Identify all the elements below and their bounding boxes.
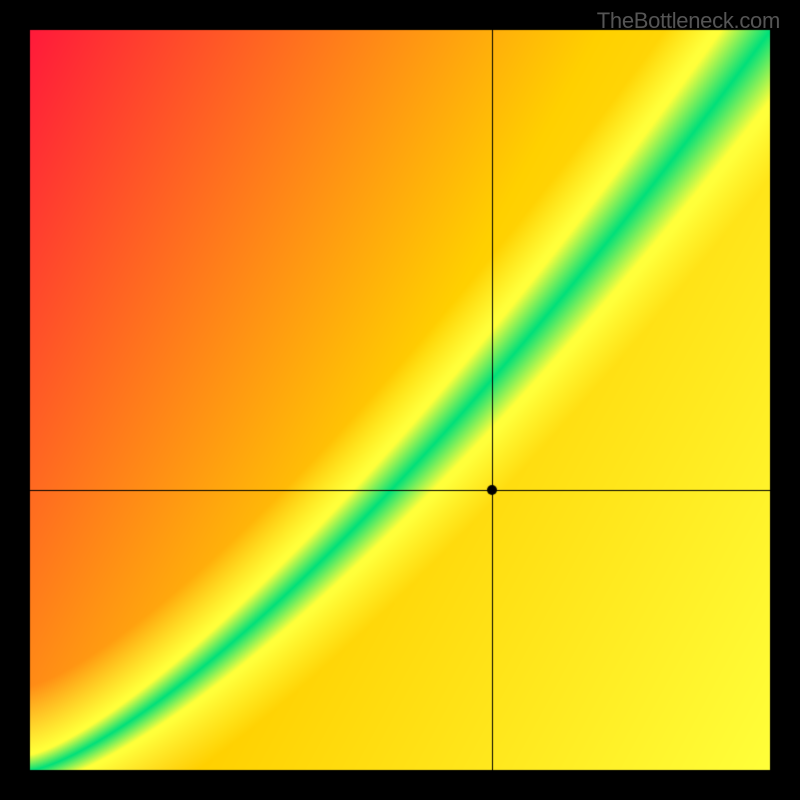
watermark-text: TheBottleneck.com	[597, 8, 780, 34]
heatmap-canvas	[0, 0, 800, 800]
chart-container: TheBottleneck.com	[0, 0, 800, 800]
